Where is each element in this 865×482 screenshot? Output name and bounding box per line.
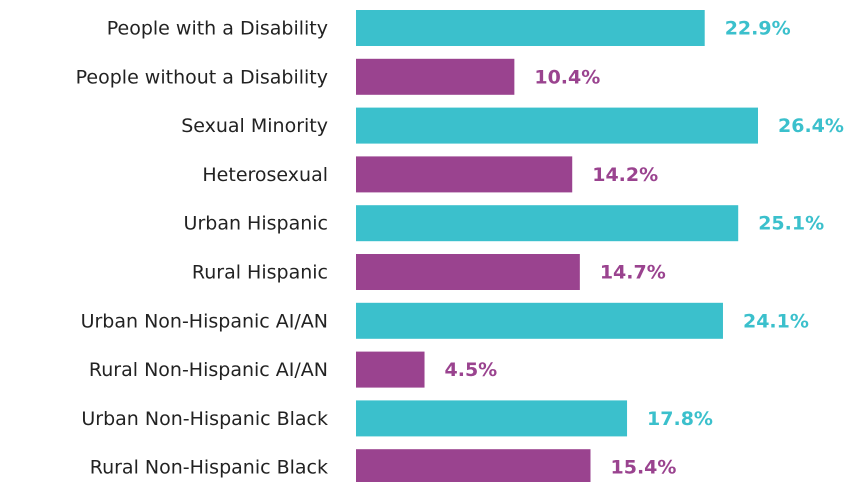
bar xyxy=(356,156,573,193)
category-label: Sexual Minority xyxy=(181,115,328,137)
bar xyxy=(356,302,723,339)
bar xyxy=(356,351,425,388)
value-label: 17.8% xyxy=(647,408,713,430)
bar xyxy=(356,400,628,437)
value-label: 10.4% xyxy=(534,66,600,88)
bar xyxy=(356,449,591,482)
category-label: Rural Non-Hispanic Black xyxy=(90,457,328,479)
category-label: Rural Non-Hispanic AI/AN xyxy=(89,359,328,381)
value-label: 15.4% xyxy=(611,457,677,479)
value-label: 26.4% xyxy=(778,115,844,137)
value-label: 25.1% xyxy=(758,213,824,235)
bar xyxy=(356,10,705,46)
value-label: 22.9% xyxy=(725,18,791,40)
category-label: Heterosexual xyxy=(202,164,328,186)
bar xyxy=(356,205,739,242)
bar xyxy=(356,107,758,144)
category-label: Rural Hispanic xyxy=(192,262,328,284)
value-label: 4.5% xyxy=(445,359,498,381)
category-label: Urban Non-Hispanic AI/AN xyxy=(81,310,328,332)
category-label: People with a Disability xyxy=(107,18,328,40)
value-label: 24.1% xyxy=(743,310,809,332)
value-label: 14.7% xyxy=(600,262,666,284)
category-label: Urban Non-Hispanic Black xyxy=(81,408,328,430)
value-label: 14.2% xyxy=(592,164,658,186)
category-label: Urban Hispanic xyxy=(184,213,328,235)
category-label: People without a Disability xyxy=(76,66,328,88)
bar xyxy=(356,254,580,290)
bar xyxy=(356,58,515,95)
